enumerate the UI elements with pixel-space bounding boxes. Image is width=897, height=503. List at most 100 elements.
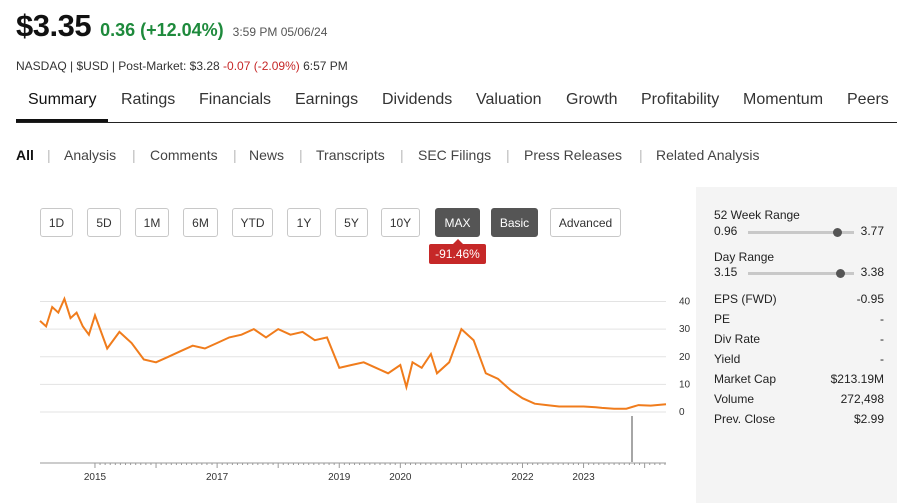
- x-tick-label: 2015: [84, 472, 107, 483]
- day-range-label: Day Range: [714, 250, 775, 264]
- subtab-related-analysis[interactable]: Related Analysis: [656, 147, 760, 163]
- exchange: NASDAQ: [16, 59, 67, 73]
- period-change-badge: -91.46%: [429, 239, 486, 264]
- stat-label: Market Cap: [714, 372, 777, 386]
- subtab-comments[interactable]: Comments: [150, 147, 218, 163]
- stat-volume: Volume 272,498: [714, 392, 884, 408]
- day-track: [748, 269, 854, 278]
- range-5y-button[interactable]: 5Y: [335, 208, 368, 237]
- day-high: 3.38: [860, 265, 884, 279]
- chart-panel: [16, 187, 897, 503]
- subtab-transcripts[interactable]: Transcripts: [316, 147, 385, 163]
- range-max-button[interactable]: MAX: [435, 208, 480, 237]
- tab-summary[interactable]: Summary: [16, 84, 109, 122]
- divider: |: [233, 147, 237, 163]
- tab-momentum[interactable]: Momentum: [743, 91, 824, 108]
- subtab-news[interactable]: News: [249, 147, 285, 163]
- week52-high: 3.77: [860, 224, 884, 238]
- y-tick-label: 40: [679, 297, 691, 308]
- divider: |: [132, 147, 136, 163]
- tab-ratings[interactable]: Ratings: [121, 91, 176, 108]
- stat-yield: Yield -: [714, 352, 884, 368]
- y-tick-label: 20: [679, 352, 691, 363]
- y-axis: 40 30 20 10 0: [679, 297, 691, 418]
- stat-pe: PE -: [714, 312, 884, 328]
- stat-value: -: [880, 332, 884, 346]
- range-5d-button[interactable]: 5D: [87, 208, 121, 237]
- divider: |: [506, 147, 510, 163]
- stat-label: PE: [714, 312, 731, 326]
- tab-earnings[interactable]: Earnings: [295, 91, 359, 108]
- week52-range: 0.96 3.77: [714, 224, 884, 240]
- range-ytd-button[interactable]: YTD: [232, 208, 273, 237]
- stat-eps-fwd: EPS (FWD) -0.95: [714, 292, 884, 308]
- post-market-label: Post-Market:: [118, 59, 187, 73]
- stat-value: -: [880, 312, 884, 326]
- tab-peers[interactable]: Peers: [847, 91, 889, 108]
- post-market-change: -0.07 (-2.09%): [223, 59, 300, 73]
- post-market-price: $3.28: [189, 59, 220, 73]
- tab-profitability[interactable]: Profitability: [641, 91, 720, 108]
- day-low: 3.15: [714, 265, 738, 279]
- range-10y-button[interactable]: 10Y: [381, 208, 420, 237]
- exchange-row: NASDAQ | $USD | Post-Market: $3.28 -0.07…: [16, 59, 348, 73]
- ticker: $USD: [76, 59, 109, 73]
- price-change: 0.36 (+12.04%): [100, 20, 224, 40]
- stat-div-rate: Div Rate -: [714, 332, 884, 348]
- week52-marker: [833, 228, 843, 237]
- stat-value: $213.19M: [830, 372, 884, 386]
- stat-value: $2.99: [853, 412, 884, 426]
- x-tick-label: 2017: [206, 472, 229, 483]
- range-6m-button[interactable]: 6M: [183, 208, 218, 237]
- main-tabs: Summary Ratings Financials Earnings Divi…: [16, 84, 897, 123]
- x-axis: 2015 2017 2019 2020 2022 2023: [40, 462, 666, 483]
- tab-financials[interactable]: Financials: [199, 91, 272, 108]
- price-line: [39, 295, 667, 410]
- week52-low: 0.96: [714, 224, 738, 238]
- basic-mode-button[interactable]: Basic: [491, 208, 538, 237]
- day-marker: [836, 269, 846, 278]
- stat-market-cap: Market Cap $213.19M: [714, 372, 884, 388]
- divider: |: [400, 147, 404, 163]
- stat-label: EPS (FWD): [714, 292, 777, 306]
- x-tick-label: 2022: [511, 472, 534, 483]
- stock-price: $3.35: [16, 8, 92, 43]
- y-tick-label: 10: [679, 379, 691, 390]
- subtab-press-releases[interactable]: Press Releases: [524, 147, 623, 163]
- tab-dividends[interactable]: Dividends: [382, 91, 453, 108]
- chart-grid: [40, 301, 666, 413]
- stat-label: Prev. Close: [714, 412, 776, 426]
- quote-header: $3.35 0.36 (+12.04%) 3:59 PM 05/06/24: [16, 8, 327, 44]
- post-market-time: 6:57 PM: [303, 59, 348, 73]
- range-1m-button[interactable]: 1M: [135, 208, 169, 237]
- stat-prev-close: Prev. Close $2.99: [714, 412, 884, 428]
- stat-label: Yield: [714, 352, 741, 366]
- divider: |: [299, 147, 303, 163]
- subtab-analysis[interactable]: Analysis: [64, 147, 117, 163]
- divider: |: [639, 147, 643, 163]
- stat-label: Div Rate: [714, 332, 761, 346]
- x-tick-label: 2023: [572, 472, 595, 483]
- subtab-all[interactable]: All: [16, 147, 34, 163]
- week52-range-label: 52 Week Range: [714, 208, 800, 222]
- tab-growth[interactable]: Growth: [566, 91, 618, 108]
- stat-value: 272,498: [840, 392, 884, 406]
- week52-track: [748, 228, 854, 237]
- x-tick-label: 2019: [328, 472, 351, 483]
- y-tick-label: 30: [679, 324, 691, 335]
- quote-timestamp: 3:59 PM 05/06/24: [232, 25, 328, 39]
- stat-label: Volume: [714, 392, 755, 406]
- y-tick-label: 0: [679, 407, 685, 418]
- subtab-sec-filings[interactable]: SEC Filings: [418, 147, 492, 163]
- range-1d-button[interactable]: 1D: [40, 208, 73, 237]
- range-1y-button[interactable]: 1Y: [287, 208, 321, 237]
- advanced-mode-button[interactable]: Advanced: [550, 208, 621, 237]
- x-tick-label: 2020: [389, 472, 412, 483]
- day-range: 3.15 3.38: [714, 265, 884, 281]
- stat-value: -0.95: [856, 292, 884, 306]
- stat-value: -: [880, 352, 884, 366]
- divider: |: [47, 147, 51, 163]
- tab-valuation[interactable]: Valuation: [476, 91, 542, 108]
- chart-area: [16, 187, 696, 503]
